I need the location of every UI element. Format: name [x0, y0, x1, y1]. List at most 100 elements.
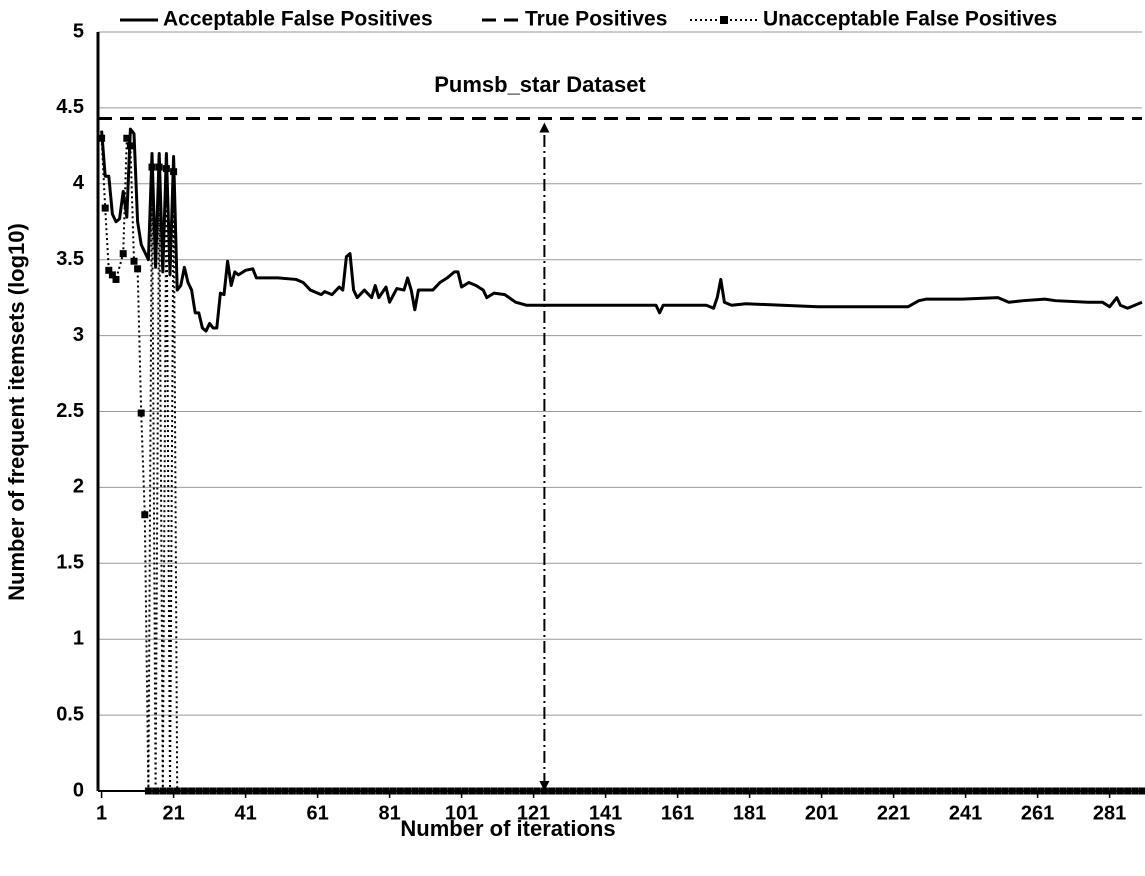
marker — [432, 787, 440, 795]
marker — [353, 787, 361, 795]
x-tick-label: 261 — [1021, 802, 1054, 824]
marker — [188, 787, 196, 795]
marker — [987, 787, 995, 795]
marker — [692, 787, 700, 795]
marker — [980, 787, 988, 795]
marker — [126, 142, 134, 150]
marker — [155, 163, 163, 171]
x-tick-label: 21 — [162, 802, 184, 824]
marker — [461, 787, 469, 795]
marker — [141, 511, 149, 519]
x-axis-label: Number of iterations — [400, 816, 615, 841]
arrow-head — [539, 122, 550, 133]
marker — [519, 787, 527, 795]
marker — [663, 787, 671, 795]
marker — [706, 787, 714, 795]
marker — [821, 787, 829, 795]
y-tick-label: 0.5 — [56, 703, 84, 725]
marker — [612, 787, 620, 795]
marker — [483, 787, 491, 795]
marker — [144, 787, 152, 795]
marker — [778, 787, 786, 795]
marker — [749, 787, 757, 795]
marker — [886, 787, 894, 795]
marker — [1037, 787, 1045, 795]
marker — [418, 787, 426, 795]
marker — [900, 787, 908, 795]
marker — [159, 787, 167, 795]
marker — [972, 787, 980, 795]
marker — [648, 787, 656, 795]
marker — [814, 787, 822, 795]
legend-marker — [720, 16, 728, 24]
marker — [1066, 787, 1074, 795]
marker — [504, 787, 512, 795]
marker — [368, 787, 376, 795]
marker — [396, 787, 404, 795]
marker — [303, 787, 311, 795]
marker — [598, 787, 606, 795]
marker — [119, 250, 127, 258]
x-tick-label: 121 — [517, 802, 550, 824]
marker — [843, 787, 851, 795]
y-tick-label: 3 — [73, 324, 84, 346]
series-line — [100, 137, 1142, 792]
marker — [677, 787, 685, 795]
marker — [468, 787, 476, 795]
marker — [209, 787, 217, 795]
marker — [908, 787, 916, 795]
marker — [1080, 787, 1088, 795]
marker — [288, 787, 296, 795]
marker — [173, 787, 181, 795]
marker — [202, 787, 210, 795]
marker — [562, 787, 570, 795]
y-tick-label: 5 — [73, 20, 84, 42]
marker — [728, 787, 736, 795]
marker — [1008, 787, 1016, 795]
marker — [641, 787, 649, 795]
marker — [1131, 787, 1139, 795]
marker — [260, 787, 268, 795]
marker — [893, 787, 901, 795]
marker — [684, 787, 692, 795]
legend-label: Unacceptable False Positives — [763, 8, 1057, 31]
marker — [382, 787, 390, 795]
marker — [1052, 787, 1060, 795]
marker — [591, 787, 599, 795]
marker — [627, 787, 635, 795]
marker — [828, 787, 836, 795]
x-tick-label: 141 — [589, 802, 622, 824]
marker — [771, 787, 779, 795]
marker — [720, 787, 728, 795]
marker — [1044, 787, 1052, 795]
marker — [584, 787, 592, 795]
marker — [800, 787, 808, 795]
marker — [130, 257, 138, 265]
marker — [879, 787, 887, 795]
marker — [929, 787, 937, 795]
annotation: Pumsb_star Dataset — [434, 72, 646, 97]
marker — [389, 787, 397, 795]
marker — [670, 787, 678, 795]
marker — [404, 787, 412, 795]
marker — [850, 787, 858, 795]
marker — [713, 787, 721, 795]
marker — [872, 787, 880, 795]
x-tick-label: 281 — [1093, 802, 1126, 824]
marker — [134, 265, 142, 273]
marker — [569, 787, 577, 795]
marker — [965, 787, 973, 795]
x-tick-label: 221 — [877, 802, 910, 824]
marker — [101, 204, 109, 212]
marker — [281, 787, 289, 795]
legend-label: Acceptable False Positives — [163, 8, 433, 31]
marker — [792, 787, 800, 795]
marker — [231, 787, 239, 795]
x-tick-label: 101 — [445, 802, 478, 824]
marker — [123, 134, 131, 142]
marker — [360, 787, 368, 795]
marker — [224, 787, 232, 795]
marker — [656, 787, 664, 795]
x-tick-label: 1 — [96, 802, 107, 824]
